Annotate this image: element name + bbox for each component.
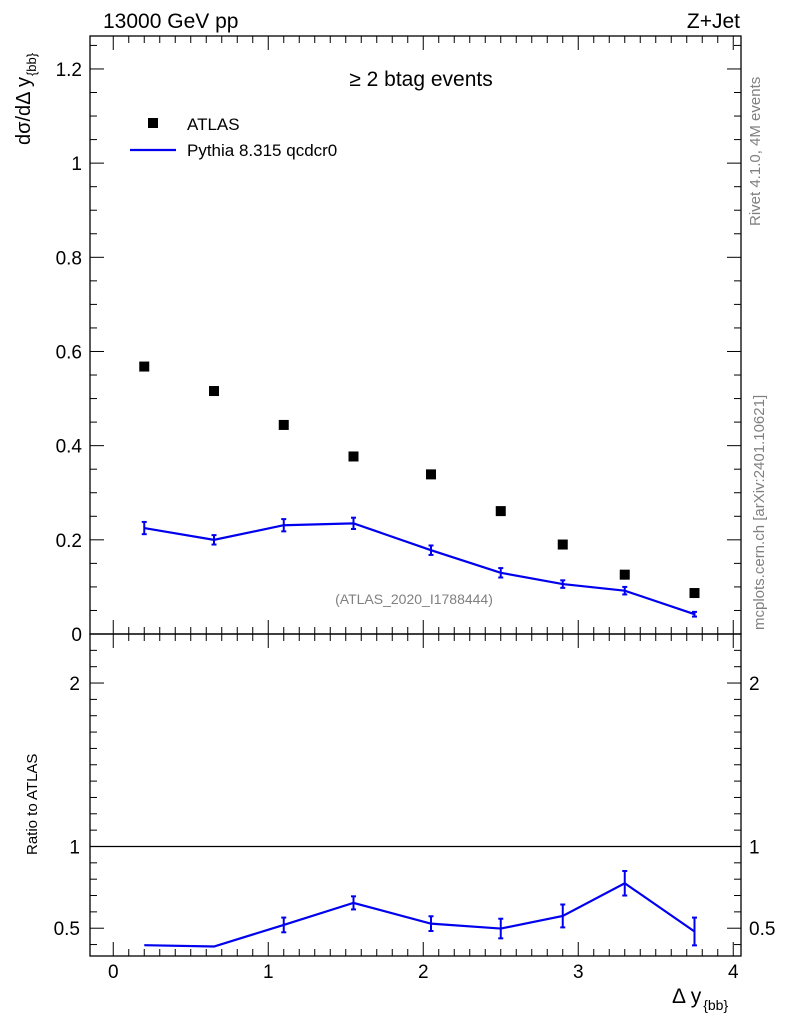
y-tick-label-main: 1 (71, 154, 82, 175)
legend-label-atlas: ATLAS (187, 115, 240, 134)
ratio-frame (89, 633, 742, 957)
y-tick-label-ratio-right: 1 (749, 837, 760, 858)
atlas-data-point (619, 569, 630, 580)
atlas-data-point (557, 539, 568, 550)
atlas-data-point (209, 386, 219, 397)
y-tick-label-main: 0.4 (56, 437, 83, 458)
y-tick-label-ratio: 2 (69, 674, 80, 695)
x-axis-label: Δ y {bb} (672, 985, 728, 1013)
header-left-title: 13000 GeV pp (103, 10, 238, 33)
ratio-line (144, 881, 696, 948)
atlas-data-point (689, 588, 700, 599)
ratio-panel: 0.5 0.5 1 1 2 2 Ratio to ATLAS (24, 633, 776, 957)
header-right-title: Z+Jet (687, 10, 740, 33)
main-data-layer (139, 361, 700, 618)
atlas-data-point (139, 361, 150, 372)
main-y-axis-label: dσ/dΔ y{bb} (13, 52, 39, 145)
x-tick-label: 4 (728, 962, 739, 983)
atlas-data-point (348, 451, 359, 462)
x-tick-label: 0 (108, 962, 119, 983)
main-y-tick-labels: 0 0.2 0.4 0.6 0.8 1 1.2 (56, 60, 83, 646)
x-tick-label: 1 (263, 962, 274, 983)
atlas-data-point (426, 469, 436, 480)
y-tick-label-main: 0 (71, 625, 82, 646)
ratio-y-axis-label: Ratio to ATLAS (24, 754, 41, 855)
y-tick-label-main: 1.2 (56, 60, 82, 81)
legend: ATLAS Pythia 8.315 qcdcr0 (130, 115, 337, 160)
legend-marker-atlas (148, 118, 158, 128)
x-axis-label-main: Δ y (672, 985, 702, 1008)
legend-label-pythia: Pythia 8.315 qcdcr0 (187, 141, 337, 160)
rivet-version-label: Rivet 4.1.0, 4M events (747, 77, 764, 226)
y-tick-label-ratio-right: 0.5 (749, 919, 775, 940)
main-panel: 0 0.2 0.4 0.6 0.8 1 1.2 ≥ 2 btag events (ATLAS… (13, 35, 742, 646)
y-tick-label-main: 0.8 (56, 248, 82, 269)
ratio-tick-marks (90, 634, 741, 956)
main-panel-title: ≥ 2 btag events (349, 68, 492, 91)
y-tick-label-ratio: 1 (69, 837, 80, 858)
x-tick-label: 3 (573, 962, 584, 983)
x-axis-label-sub: {bb} (703, 997, 728, 1013)
y-tick-label-main: 0.6 (56, 342, 82, 363)
atlas-data-point (495, 506, 506, 517)
atlas-data-point (278, 419, 289, 430)
mcplots-label: mcplots.cern.ch [arXiv:2401.10621] (751, 395, 768, 630)
y-tick-label-ratio-right: 2 (749, 674, 760, 695)
main-y-axis-label-sub: {bb} (24, 52, 39, 76)
x-tick-labels: 0 1 2 3 4 (108, 962, 739, 983)
x-tick-label: 2 (418, 962, 429, 983)
y-tick-label-ratio: 0.5 (54, 919, 80, 940)
ratio-y-tick-labels: 0.5 0.5 1 1 2 2 (54, 674, 776, 940)
y-tick-label-main: 0.2 (56, 531, 82, 552)
analysis-label: (ATLAS_2020_I1788444) (335, 591, 493, 607)
main-y-axis-label-main: dσ/dΔ y (13, 77, 35, 145)
ratio-data-layer (90, 845, 741, 948)
